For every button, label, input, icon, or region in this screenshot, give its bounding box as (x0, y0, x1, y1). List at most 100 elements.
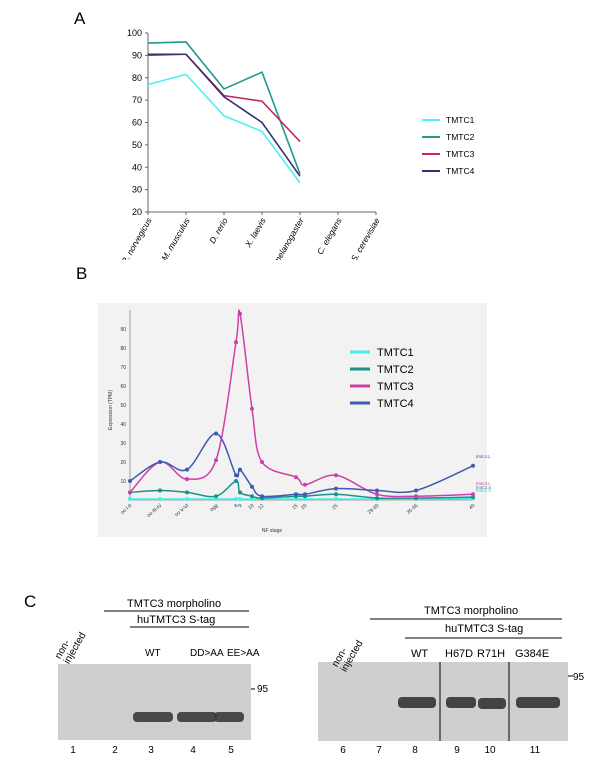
panel-a-label: A (74, 9, 86, 28)
legend-label: TMTC3 (446, 149, 475, 159)
y-tick-label: 20 (120, 460, 126, 466)
data-point (185, 477, 189, 482)
legend-label: TMTC1 (377, 347, 414, 359)
series-end-label: tmtc2.S (476, 485, 491, 490)
data-point (128, 479, 132, 483)
data-point (250, 497, 254, 502)
protein-band (398, 697, 436, 708)
data-point (128, 497, 132, 502)
data-point (238, 311, 242, 316)
y-tick-label: 90 (120, 327, 126, 333)
legend-label: TMTC2 (377, 364, 414, 376)
x-tick-label: 9 (237, 503, 243, 510)
data-point (414, 494, 418, 499)
series-end-label: tmtc4.L (476, 454, 491, 459)
legend-label: TMTC1 (446, 115, 475, 125)
right-blot-header: TMTC3 morpholino (424, 605, 519, 617)
lane-number: 10 (484, 745, 496, 756)
series-line-tmtc1 (147, 73, 301, 184)
protein-band (133, 712, 173, 722)
y-tick-label: 90 (132, 50, 142, 60)
protein-band (516, 697, 560, 708)
data-point (214, 497, 218, 502)
y-tick-label: 20 (132, 207, 142, 217)
data-point (260, 460, 264, 464)
legend-label: TMTC2 (446, 132, 475, 142)
data-point (158, 460, 162, 464)
x-tick-label: 25 (331, 503, 339, 511)
y-tick-label: 70 (120, 365, 126, 371)
right-lane-label-r71h: R71H (477, 648, 506, 660)
protein-band (478, 698, 506, 709)
series-end-label: tmtc1.S (476, 488, 491, 493)
left-lane-label-ee: EE>AA (227, 648, 260, 659)
x-tick-label: 20 (300, 503, 308, 511)
left-blot-subheader: huTMTC3 S-tag (137, 614, 216, 626)
legend-label: TMTC3 (377, 381, 414, 393)
data-point (303, 497, 307, 502)
left-blot-header: TMTC3 morpholino (127, 598, 222, 610)
x-axis-title: NF stage (262, 528, 283, 534)
protein-band (177, 712, 217, 722)
right-marker-95: 95 (573, 672, 585, 683)
data-point (250, 494, 254, 499)
y-tick-label: 50 (120, 403, 126, 409)
protein-band (446, 697, 476, 708)
x-tick-label: 15 (291, 503, 299, 511)
data-point (294, 497, 298, 502)
y-tick-label: 30 (120, 441, 126, 447)
data-point (375, 496, 379, 501)
right-lane-label-wt: WT (411, 648, 429, 660)
lane-number: 6 (340, 745, 346, 756)
legend-label: TMTC4 (446, 166, 475, 176)
data-point (238, 490, 242, 495)
data-point (303, 492, 307, 497)
legend-label: TMTC4 (377, 398, 414, 410)
y-tick-label: 60 (132, 118, 142, 128)
series-line-tmtc1 (130, 497, 474, 500)
right-lane-label-g384e: G384E (515, 648, 550, 660)
lane-number: 3 (148, 745, 154, 756)
data-point (375, 492, 379, 497)
data-point (471, 492, 475, 497)
data-point (238, 497, 242, 502)
left-lane-label-wt: WT (145, 648, 161, 659)
y-tick-label: 80 (132, 73, 142, 83)
series-line-tmtc2 (129, 480, 474, 500)
data-point (260, 494, 264, 499)
y-tick-label: 10 (120, 479, 126, 485)
lane-number: 9 (454, 745, 460, 756)
x-tick-label: 10 (247, 503, 255, 511)
data-point (334, 473, 338, 478)
lane-number: 11 (529, 745, 541, 756)
y-tick-label: 30 (132, 185, 142, 195)
data-point (294, 492, 298, 497)
right-blot-subheader: huTMTC3 S-tag (445, 623, 524, 635)
left-marker-95: 95 (257, 684, 269, 695)
data-point (414, 488, 418, 493)
data-point (185, 467, 189, 472)
y-tick-label: 40 (132, 162, 142, 172)
data-point (214, 431, 218, 436)
panel-b-label: B (76, 264, 88, 283)
y-tick-label: 50 (132, 140, 142, 150)
series-end-label: tmtc3.L (476, 481, 491, 486)
data-point (234, 479, 238, 483)
lane-number: 7 (376, 745, 382, 756)
data-point (234, 473, 238, 478)
data-point (158, 488, 162, 493)
y-tick-label: 80 (120, 346, 126, 352)
data-point (375, 488, 379, 493)
series-line-tmtc4 (129, 432, 474, 498)
x-tick-label: egg (209, 503, 219, 513)
left-blot-membrane (58, 664, 251, 740)
x-tick-label: 8 (233, 503, 239, 510)
y-tick-label: 60 (120, 384, 126, 390)
series-line-tmtc4 (148, 53, 301, 177)
series-line-tmtc2 (147, 41, 301, 175)
series-line-tmtc3 (129, 309, 474, 498)
left-lane-label-dd: DD>AA (190, 648, 224, 659)
